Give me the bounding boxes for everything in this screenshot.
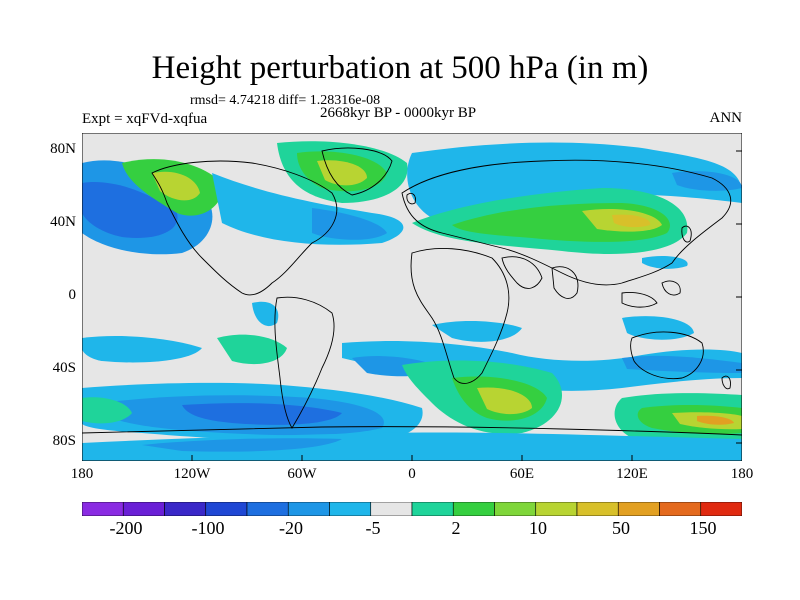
coastlines: [82, 147, 742, 436]
colorbar-swatch: [246, 502, 289, 516]
colorbar-swatch: [329, 502, 372, 516]
colorbar-label-neg5: -5: [365, 518, 381, 538]
lat-label-40n: 40N: [50, 214, 76, 230]
colorbar: [82, 502, 742, 516]
colorbar-swatch: [576, 502, 619, 516]
lat-label-80s: 80S: [52, 433, 76, 449]
lon-label-180e: 180: [730, 466, 754, 482]
colorbar-swatch: [452, 502, 495, 516]
period-text: 2668kyr BP - 0000kyr BP: [320, 105, 477, 121]
colorbar-swatch: [122, 502, 165, 516]
colorbar-label-2: 2: [451, 518, 461, 538]
colorbar-label-neg20: -20: [279, 518, 303, 538]
lon-label-120e: 120E: [616, 466, 648, 482]
colorbar-label-neg100: -100: [191, 518, 225, 538]
colorbar-swatch: [535, 502, 578, 516]
colorbar-label-neg200: -200: [109, 518, 143, 538]
tick-marks: [191, 150, 742, 461]
colorbar-swatch: [411, 502, 454, 516]
colorbar-label-10: 10: [529, 518, 547, 538]
colorbar-label-50: 50: [612, 518, 630, 538]
stats-text: rmsd= 4.74218 diff= 1.28316e-08: [190, 93, 381, 108]
lon-label-60w: 60W: [287, 466, 317, 482]
colorbar-swatch: [370, 502, 413, 516]
experiment-label: Expt = xqFVd-xqfua: [82, 111, 208, 127]
figure-title: Height perturbation at 500 hPa (in m): [151, 50, 649, 86]
colorbar-swatch: [287, 502, 330, 516]
lat-label-0: 0: [68, 287, 77, 303]
lon-label-0: 0: [408, 466, 416, 482]
season-label: ANN: [709, 110, 743, 126]
lon-label-180w: 180: [70, 466, 94, 482]
lon-label-60e: 60E: [509, 466, 535, 482]
colorbar-swatch: [494, 502, 537, 516]
lat-label-40s: 40S: [52, 360, 76, 376]
field-shading: [82, 141, 742, 461]
colorbar-swatch: [700, 502, 742, 516]
colorbar-swatch: [82, 502, 124, 516]
colorbar-swatch: [659, 502, 702, 516]
map-panel: [82, 133, 742, 461]
lon-label-120w: 120W: [173, 466, 211, 482]
colorbar-swatch: [205, 502, 248, 516]
colorbar-swatch: [164, 502, 207, 516]
colorbar-swatch: [617, 502, 660, 516]
colorbar-label-150: 150: [689, 518, 717, 538]
lat-label-80n: 80N: [50, 141, 76, 157]
